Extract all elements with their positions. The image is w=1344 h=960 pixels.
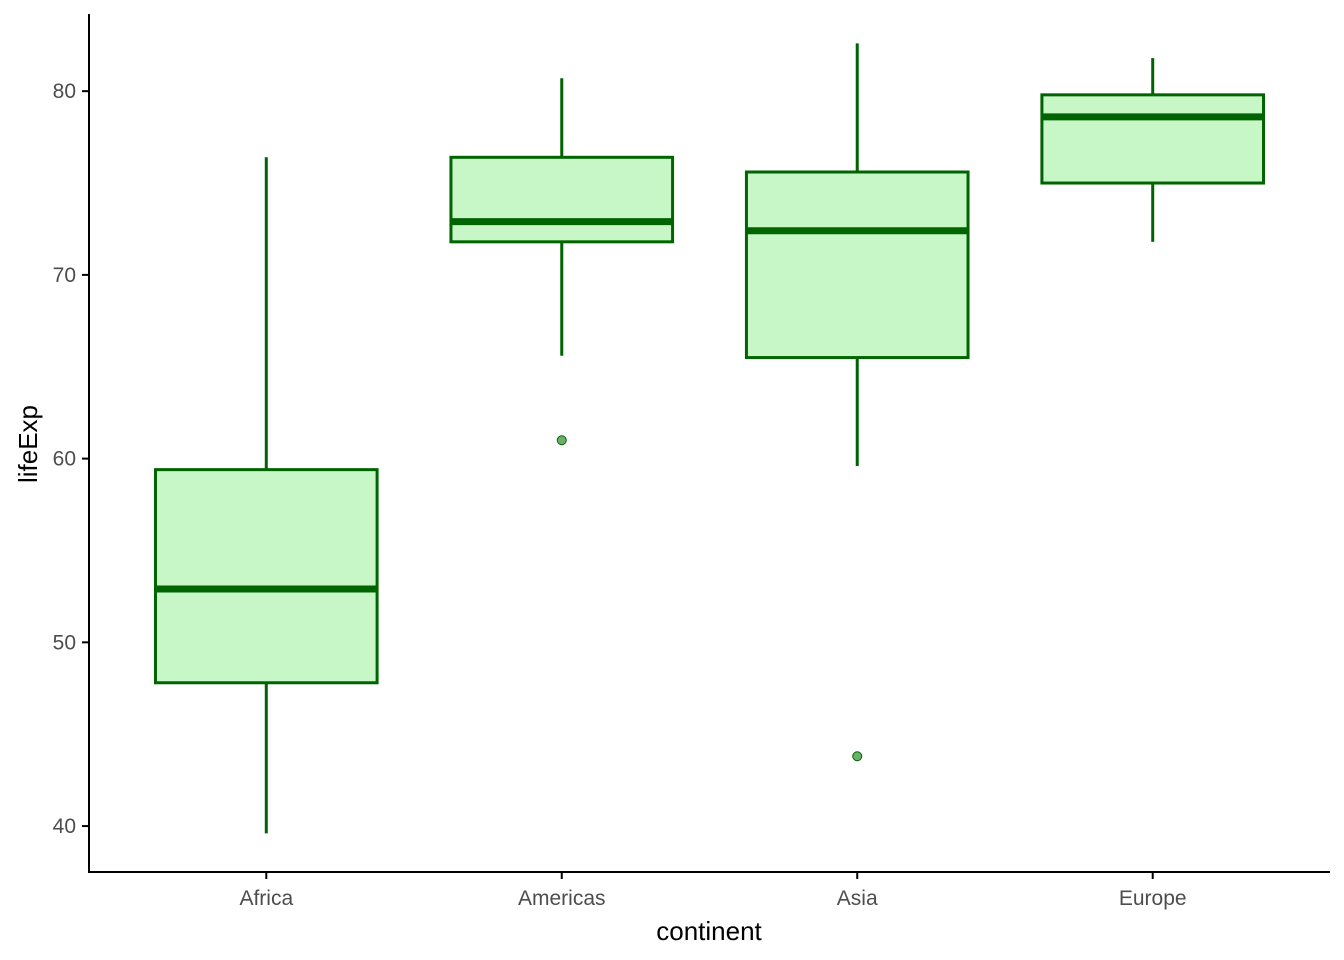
box-americas: [449, 78, 675, 446]
x-tick-label: Asia: [837, 887, 878, 910]
plot-area: [153, 43, 1266, 834]
y-tick-label: 40: [53, 815, 76, 838]
box-africa: [153, 157, 379, 834]
x-tick-label: Americas: [518, 887, 606, 910]
x-axis-title: continent: [656, 916, 762, 946]
box-body: [1040, 93, 1266, 185]
x-tick-label: Africa: [239, 887, 293, 910]
box-body: [153, 468, 379, 685]
box-body: [744, 170, 970, 360]
x-axis-ticks: Africa Americas Asia Europe: [239, 872, 1187, 910]
y-tick-label: 50: [53, 631, 76, 654]
x-tick-label: Europe: [1119, 887, 1187, 910]
box-asia: [744, 43, 970, 762]
y-axis-ticks: 40 50 60 70 80: [53, 80, 89, 838]
y-tick-label: 60: [53, 448, 76, 471]
y-axis-title: lifeExp: [13, 405, 43, 483]
outlier-point: [852, 751, 863, 762]
outlier-point: [556, 435, 567, 446]
box-body: [449, 155, 675, 244]
y-tick-label: 70: [53, 264, 76, 287]
box-europe: [1040, 58, 1266, 242]
y-tick-label: 80: [53, 80, 76, 103]
